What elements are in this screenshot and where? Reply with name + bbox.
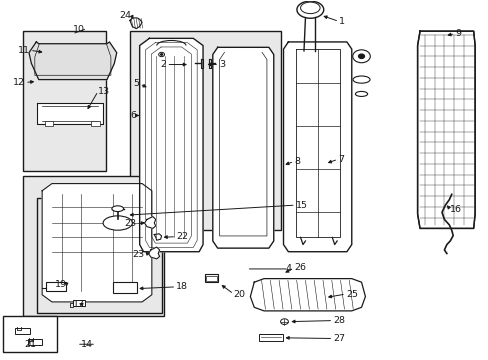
Text: 22: 22 <box>176 232 188 241</box>
Text: 10: 10 <box>72 25 84 34</box>
Text: 23: 23 <box>124 219 136 228</box>
Polygon shape <box>250 279 365 311</box>
Text: 8: 8 <box>294 157 300 166</box>
Text: 1: 1 <box>338 17 345 26</box>
Text: 27: 27 <box>332 334 345 343</box>
Bar <box>130 31 281 230</box>
Ellipse shape <box>355 91 367 96</box>
Text: 4: 4 <box>285 265 291 274</box>
Bar <box>3 316 57 352</box>
Text: 23: 23 <box>132 250 144 259</box>
Text: 5: 5 <box>133 80 140 89</box>
Text: 7: 7 <box>337 155 344 164</box>
Text: 14: 14 <box>81 340 93 349</box>
Ellipse shape <box>103 216 132 230</box>
Polygon shape <box>212 47 273 248</box>
Text: 25: 25 <box>345 289 357 298</box>
Polygon shape <box>29 42 117 80</box>
Text: 2: 2 <box>160 60 166 69</box>
Circle shape <box>358 54 364 58</box>
Ellipse shape <box>300 2 320 14</box>
Bar <box>22 176 163 316</box>
Ellipse shape <box>352 76 369 83</box>
Text: 3: 3 <box>219 60 225 69</box>
Text: 24: 24 <box>119 10 131 19</box>
Bar <box>37 198 161 313</box>
Polygon shape <box>417 31 474 228</box>
Text: 21: 21 <box>24 341 36 350</box>
Text: 26: 26 <box>294 264 305 273</box>
Bar <box>22 31 105 171</box>
Text: 9: 9 <box>454 29 460 38</box>
Bar <box>44 121 53 126</box>
Text: 12: 12 <box>13 78 25 87</box>
Polygon shape <box>148 247 159 259</box>
Text: 16: 16 <box>449 205 461 214</box>
Bar <box>15 328 30 334</box>
Bar <box>204 274 218 282</box>
Circle shape <box>160 54 162 55</box>
Text: 11: 11 <box>18 46 30 55</box>
Ellipse shape <box>296 1 323 18</box>
Bar <box>205 276 216 281</box>
Text: 18: 18 <box>176 282 188 291</box>
Text: 19: 19 <box>54 280 66 289</box>
Text: 6: 6 <box>130 111 136 120</box>
Bar <box>27 339 42 345</box>
Polygon shape <box>144 217 156 228</box>
Text: 15: 15 <box>295 201 307 210</box>
Bar <box>259 334 282 341</box>
Bar <box>113 282 137 293</box>
Polygon shape <box>130 18 142 29</box>
Polygon shape <box>37 103 103 125</box>
Polygon shape <box>283 42 351 252</box>
Text: 17: 17 <box>72 300 84 309</box>
Text: 28: 28 <box>332 316 345 325</box>
Ellipse shape <box>112 206 123 212</box>
Text: 20: 20 <box>233 289 245 298</box>
Bar <box>73 300 85 306</box>
Bar <box>46 282 65 291</box>
Text: 13: 13 <box>98 86 110 95</box>
Polygon shape <box>42 184 152 302</box>
Polygon shape <box>140 39 203 252</box>
Bar <box>91 121 100 126</box>
